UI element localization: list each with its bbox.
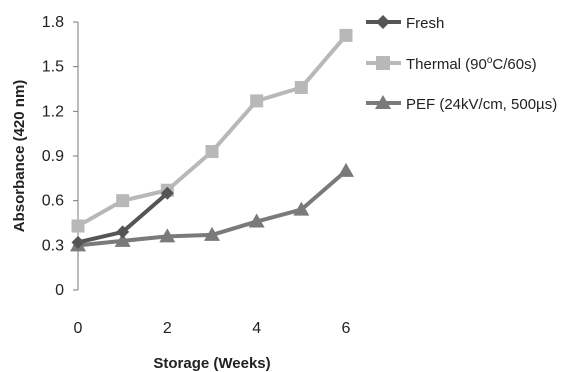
x-ticks: 0 2 4 6 xyxy=(74,320,351,337)
y-tick-label: 0 xyxy=(55,282,64,299)
square-marker xyxy=(376,56,390,70)
diamond-marker xyxy=(71,235,85,249)
y-tick-label: 0.6 xyxy=(42,193,64,210)
square-marker xyxy=(71,219,85,233)
legend: Fresh Thermal (90oC/60s) PEF (24kV/cm, 500… xyxy=(366,15,557,113)
x-tick-label: 6 xyxy=(342,320,351,337)
triangle-marker xyxy=(293,201,310,216)
y-axis-title: Absorbance (420 nm) xyxy=(11,80,28,233)
legend-item: Thermal (90oC/60s) xyxy=(366,55,537,73)
triangle-marker xyxy=(248,213,265,228)
triangle-marker xyxy=(114,232,131,247)
legend-item: PEF (24kV/cm, 500µs) xyxy=(366,95,557,113)
x-tick-label: 0 xyxy=(74,320,83,337)
y-tick-label: 1.8 xyxy=(42,14,64,31)
square-marker xyxy=(339,28,353,42)
y-ticks: 0 0.3 0.6 0.9 1.2 1.5 1.8 xyxy=(42,14,78,299)
diamond-marker xyxy=(116,225,130,239)
square-marker xyxy=(294,81,308,95)
square-marker xyxy=(205,145,219,159)
x-tick-label: 4 xyxy=(252,320,261,337)
legend-label: Fresh xyxy=(406,15,444,32)
y-tick-label: 0.3 xyxy=(42,237,64,254)
axes: 0 0.3 0.6 0.9 1.2 1.5 1.8 0 2 4 6 xyxy=(42,14,351,337)
y-tick-label: 0.9 xyxy=(42,148,64,165)
series-2 xyxy=(70,162,354,252)
y-tick-label: 1.2 xyxy=(42,103,64,120)
triangle-marker xyxy=(338,162,354,177)
legend-label: PEF (24kV/cm, 500µs) xyxy=(406,96,557,113)
diamond-marker xyxy=(376,15,390,29)
y-tick-label: 1.5 xyxy=(42,59,64,76)
square-marker xyxy=(250,94,264,108)
square-marker xyxy=(116,194,130,208)
x-axis-title: Storage (Weeks) xyxy=(153,355,270,372)
triangle-marker xyxy=(159,228,176,243)
legend-label: Thermal (90oC/60s) xyxy=(406,55,537,73)
series-0 xyxy=(71,186,174,249)
triangle-marker xyxy=(204,226,220,241)
legend-item: Fresh xyxy=(366,15,444,32)
diamond-marker xyxy=(160,186,174,200)
triangle-marker xyxy=(375,95,391,109)
x-tick-label: 2 xyxy=(163,320,172,337)
plot-series xyxy=(70,28,354,252)
